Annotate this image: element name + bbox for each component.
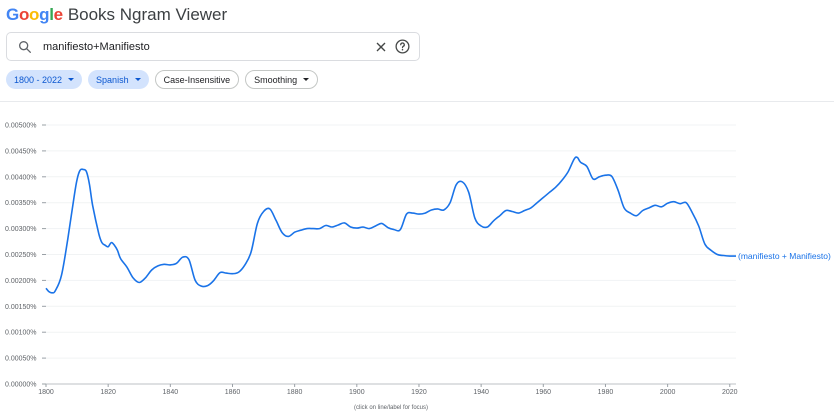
y-axis: 0.00000% 0.00050% 0.00100% 0.00150% 0.00200%… [5, 123, 46, 389]
y-tick-label: 0.00100% [5, 330, 37, 337]
logo-letter: o [29, 5, 40, 24]
y-tick-label: 0.00300% [5, 226, 37, 233]
year-range-dropdown[interactable]: 1800 - 2022 [6, 70, 83, 89]
logo-letter: G [6, 5, 19, 24]
logo-letter: l [49, 5, 54, 24]
year-range-label: 1800 - 2022 [14, 74, 63, 85]
caret-down-icon [303, 78, 310, 81]
y-tick-label: 0.00500% [5, 123, 37, 130]
series-label[interactable]: (manifiesto + Manifiesto) [738, 251, 831, 261]
corpus-label: Spanish [96, 74, 129, 85]
x-tick-label: 1860 [225, 389, 241, 396]
help-icon[interactable] [394, 38, 411, 55]
grid [46, 124, 736, 385]
x-tick-label: 1840 [163, 389, 179, 396]
smoothing-label: Smoothing [254, 74, 298, 85]
x-tick-label: 1960 [536, 389, 552, 396]
x-tick-label: 1880 [287, 389, 303, 396]
y-tick-label: 0.00350% [5, 200, 37, 207]
x-tick-label: 1800 [38, 389, 54, 396]
x-tick-label: 1920 [411, 389, 427, 396]
y-tick-label: 0.00200% [5, 278, 37, 285]
corpus-dropdown[interactable]: Spanish [88, 70, 149, 89]
x-tick-label: 1940 [473, 389, 489, 396]
chart-footnote: (click on line/label for focus) [354, 405, 428, 411]
x-tick-label: 1900 [349, 389, 365, 396]
y-tick-label: 0.00050% [5, 356, 37, 363]
series-line[interactable] [45, 156, 736, 294]
logo-letter: o [18, 5, 30, 24]
caret-down-icon [68, 78, 75, 81]
app-title: Books Ngram Viewer [67, 5, 228, 24]
search-box [6, 32, 420, 61]
search-icon [18, 40, 31, 53]
y-tick-label: 0.00150% [5, 304, 37, 311]
x-tick-label: 1980 [598, 389, 614, 396]
y-tick-label: 0.00000% [5, 382, 37, 389]
ngram-chart: 0.00000% 0.00050% 0.00100% 0.00150% 0.00200%… [5, 123, 831, 412]
smoothing-dropdown[interactable]: Smoothing [245, 70, 319, 89]
google-logo[interactable]: Google [6, 5, 63, 25]
x-tick-label: 1820 [100, 389, 116, 396]
caret-down-icon [134, 78, 141, 81]
divider [0, 101, 834, 102]
y-tick-label: 0.00400% [5, 174, 37, 181]
y-tick-label: 0.00250% [5, 252, 37, 259]
search-input[interactable] [43, 40, 353, 53]
x-tick-label: 2000 [660, 389, 676, 396]
clear-icon[interactable] [373, 39, 389, 55]
y-tick-label: 0.00450% [5, 148, 37, 155]
case-label: Case-Insensitive [163, 74, 231, 85]
filter-chips: 1800 - 2022 Spanish Case-Insensitive Smo… [6, 70, 319, 89]
x-axis: 1800 1820 1840 1860 1880 1900 1920 1940 1960 1980… [38, 384, 738, 396]
app-header: Google Books Ngram Viewer [6, 2, 227, 28]
case-insensitive-toggle[interactable]: Case-Insensitive [154, 70, 240, 89]
logo-letter: g [39, 5, 50, 24]
logo-letter: e [53, 5, 63, 24]
x-tick-label: 2020 [722, 389, 738, 396]
